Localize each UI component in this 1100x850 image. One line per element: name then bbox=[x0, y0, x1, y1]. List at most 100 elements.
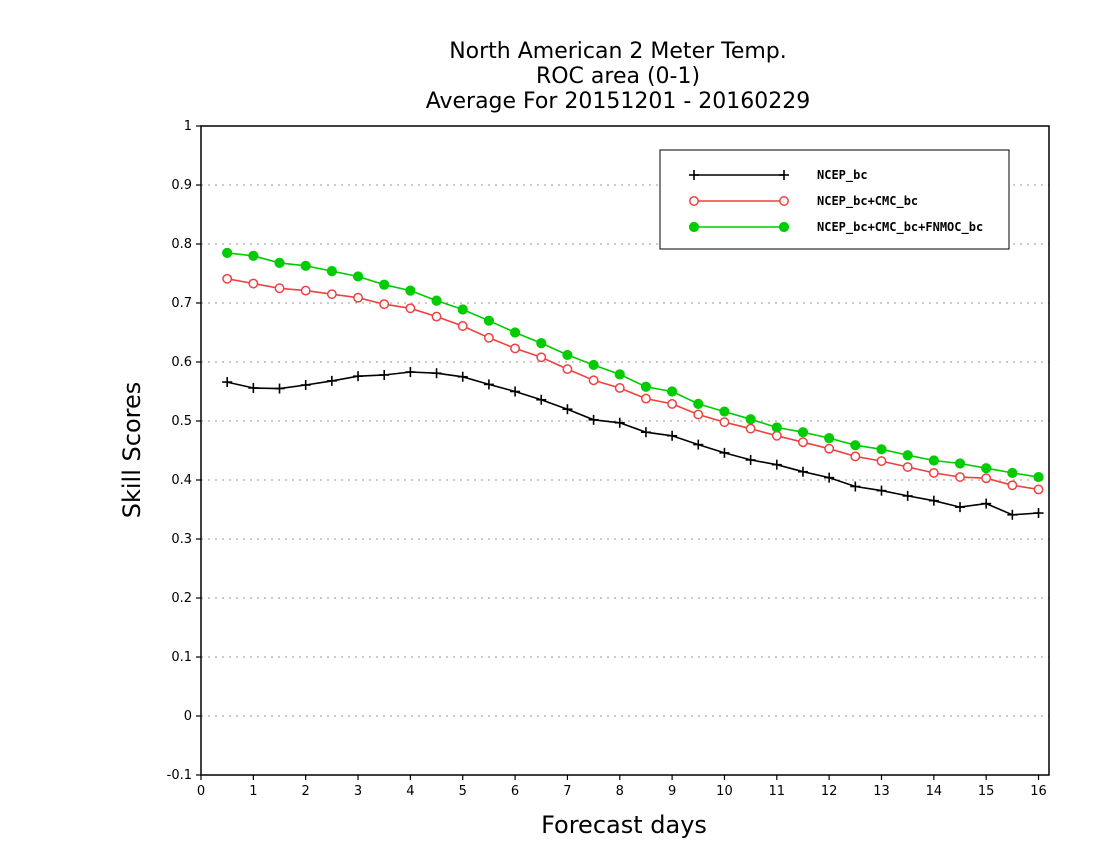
title-line-2: ROC area (0-1) bbox=[536, 64, 700, 89]
x-tick-label: 15 bbox=[978, 784, 995, 799]
data-point bbox=[614, 417, 625, 428]
x-tick-label: 3 bbox=[354, 784, 362, 799]
y-tick-label: 0.7 bbox=[171, 296, 192, 311]
data-point bbox=[824, 433, 835, 444]
data-point bbox=[510, 343, 521, 354]
data-point bbox=[1007, 480, 1018, 491]
data-point bbox=[1033, 471, 1044, 483]
x-tick-label: 14 bbox=[926, 784, 943, 799]
data-point bbox=[562, 349, 573, 361]
data-point bbox=[667, 386, 678, 397]
data-point bbox=[614, 369, 625, 380]
data-point bbox=[510, 386, 521, 397]
y-tick-label: 0.6 bbox=[171, 355, 192, 370]
data-point bbox=[352, 271, 364, 282]
data-point bbox=[588, 359, 599, 371]
data-point bbox=[222, 273, 233, 284]
data-point bbox=[536, 394, 547, 405]
data-point bbox=[405, 367, 416, 378]
data-point bbox=[222, 377, 233, 388]
data-point bbox=[902, 462, 913, 472]
data-point bbox=[779, 196, 789, 206]
data-point bbox=[483, 379, 494, 390]
data-point bbox=[876, 485, 887, 496]
data-point bbox=[509, 327, 521, 338]
data-point bbox=[928, 495, 939, 506]
series-ncep-bc-cmc-bc bbox=[222, 273, 1044, 495]
data-point bbox=[771, 430, 782, 441]
data-point bbox=[771, 422, 782, 433]
data-point bbox=[640, 427, 651, 438]
data-point bbox=[1033, 484, 1044, 495]
y-tick-label: 0.2 bbox=[171, 591, 192, 606]
x-tick-label: 13 bbox=[873, 784, 890, 799]
data-point bbox=[379, 369, 390, 380]
data-point bbox=[326, 375, 337, 386]
y-tick-label: 0.1 bbox=[171, 650, 192, 665]
data-point bbox=[797, 427, 809, 438]
y-tick-label: 0.3 bbox=[171, 532, 192, 547]
data-point bbox=[981, 498, 992, 509]
data-point bbox=[248, 278, 259, 289]
data-point bbox=[689, 170, 699, 180]
data-point bbox=[483, 332, 494, 343]
data-point bbox=[928, 455, 939, 466]
data-point bbox=[614, 383, 625, 393]
x-tick-label: 0 bbox=[197, 784, 205, 799]
data-point bbox=[745, 414, 756, 425]
data-point bbox=[779, 170, 789, 180]
data-point bbox=[353, 371, 364, 382]
data-point bbox=[640, 393, 651, 404]
data-point bbox=[689, 196, 699, 206]
title-line-1: North American 2 Meter Temp. bbox=[449, 39, 787, 64]
x-axis-label: Forecast days bbox=[541, 811, 707, 839]
data-point bbox=[326, 266, 337, 277]
data-point bbox=[771, 459, 782, 470]
data-point bbox=[405, 303, 416, 314]
data-point bbox=[876, 456, 887, 467]
y-tick-label: 0.4 bbox=[171, 473, 192, 488]
data-point bbox=[954, 458, 966, 469]
y-axis-label: Skill Scores bbox=[118, 382, 146, 519]
data-point bbox=[562, 364, 573, 375]
data-point bbox=[928, 467, 939, 478]
data-point bbox=[248, 250, 259, 261]
data-point bbox=[876, 444, 887, 455]
data-point bbox=[688, 221, 700, 233]
data-point bbox=[693, 439, 704, 450]
x-tick-label: 7 bbox=[563, 784, 571, 799]
data-point bbox=[300, 380, 311, 391]
data-point bbox=[902, 490, 913, 501]
data-point bbox=[798, 437, 808, 448]
y-tick-label: 0.5 bbox=[171, 414, 192, 429]
legend-box bbox=[659, 149, 1010, 250]
data-point bbox=[274, 283, 285, 294]
data-point bbox=[431, 368, 442, 379]
data-point bbox=[536, 352, 547, 363]
data-point bbox=[797, 466, 808, 477]
x-axis-ticks: 0 1 2 3 4 5 6 7 8 9 10 11 12 13 14 15 16 bbox=[197, 775, 1047, 799]
data-point bbox=[1007, 467, 1018, 479]
chart-title: North American 2 Meter Temp. ROC area (0… bbox=[426, 39, 811, 114]
x-tick-label: 6 bbox=[511, 784, 519, 799]
data-point bbox=[955, 472, 965, 482]
data-point bbox=[850, 440, 861, 451]
data-point bbox=[274, 257, 285, 268]
data-point bbox=[850, 481, 861, 492]
data-point bbox=[667, 398, 678, 409]
data-point bbox=[588, 414, 599, 425]
data-point bbox=[431, 295, 442, 306]
data-point bbox=[536, 338, 547, 349]
series-line bbox=[227, 252, 1039, 478]
data-point bbox=[745, 454, 756, 465]
legend-entry: NCEP_bc+CMC_bc+FNMOC_bc bbox=[688, 220, 983, 235]
y-tick-label: 0.8 bbox=[171, 237, 192, 252]
data-point bbox=[693, 409, 704, 420]
data-point bbox=[902, 450, 913, 461]
legend-label: NCEP_bc+CMC_bc bbox=[817, 194, 918, 209]
data-point bbox=[981, 473, 992, 484]
legend-entry: NCEP_bc bbox=[689, 168, 868, 183]
data-point bbox=[719, 417, 730, 428]
data-point bbox=[824, 443, 835, 454]
